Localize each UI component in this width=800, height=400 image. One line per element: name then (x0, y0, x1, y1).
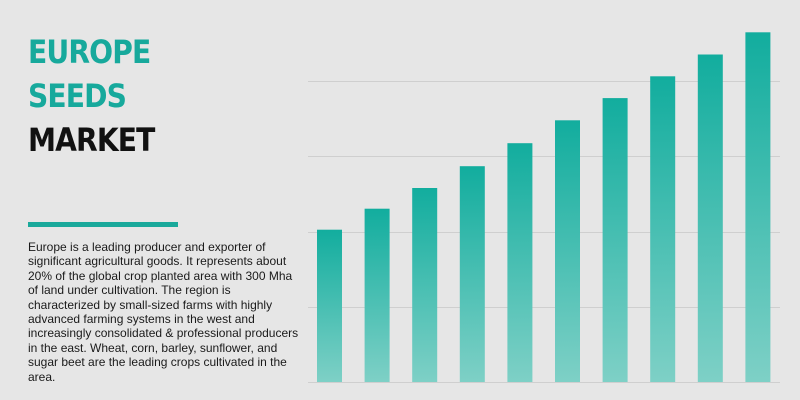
market-description: Europe is a leading producer and exporte… (28, 240, 299, 384)
bar-3 (412, 188, 438, 382)
bar-2 (364, 208, 390, 382)
accent-divider (28, 222, 178, 227)
bar-6 (555, 120, 580, 383)
bar-1 (317, 229, 342, 382)
title-line-seeds: SEEDS (28, 77, 127, 115)
bar-8 (650, 76, 676, 383)
bars (317, 32, 771, 383)
title-line-europe: EUROPE (28, 33, 151, 71)
bar-5 (507, 143, 533, 382)
bar-10 (745, 32, 771, 383)
bar-9 (697, 54, 723, 382)
page-title: EUROPE SEEDS MARKET (28, 30, 155, 162)
bar-7 (602, 98, 628, 382)
bar-4 (459, 166, 485, 382)
title-line-market: MARKET (28, 121, 155, 159)
